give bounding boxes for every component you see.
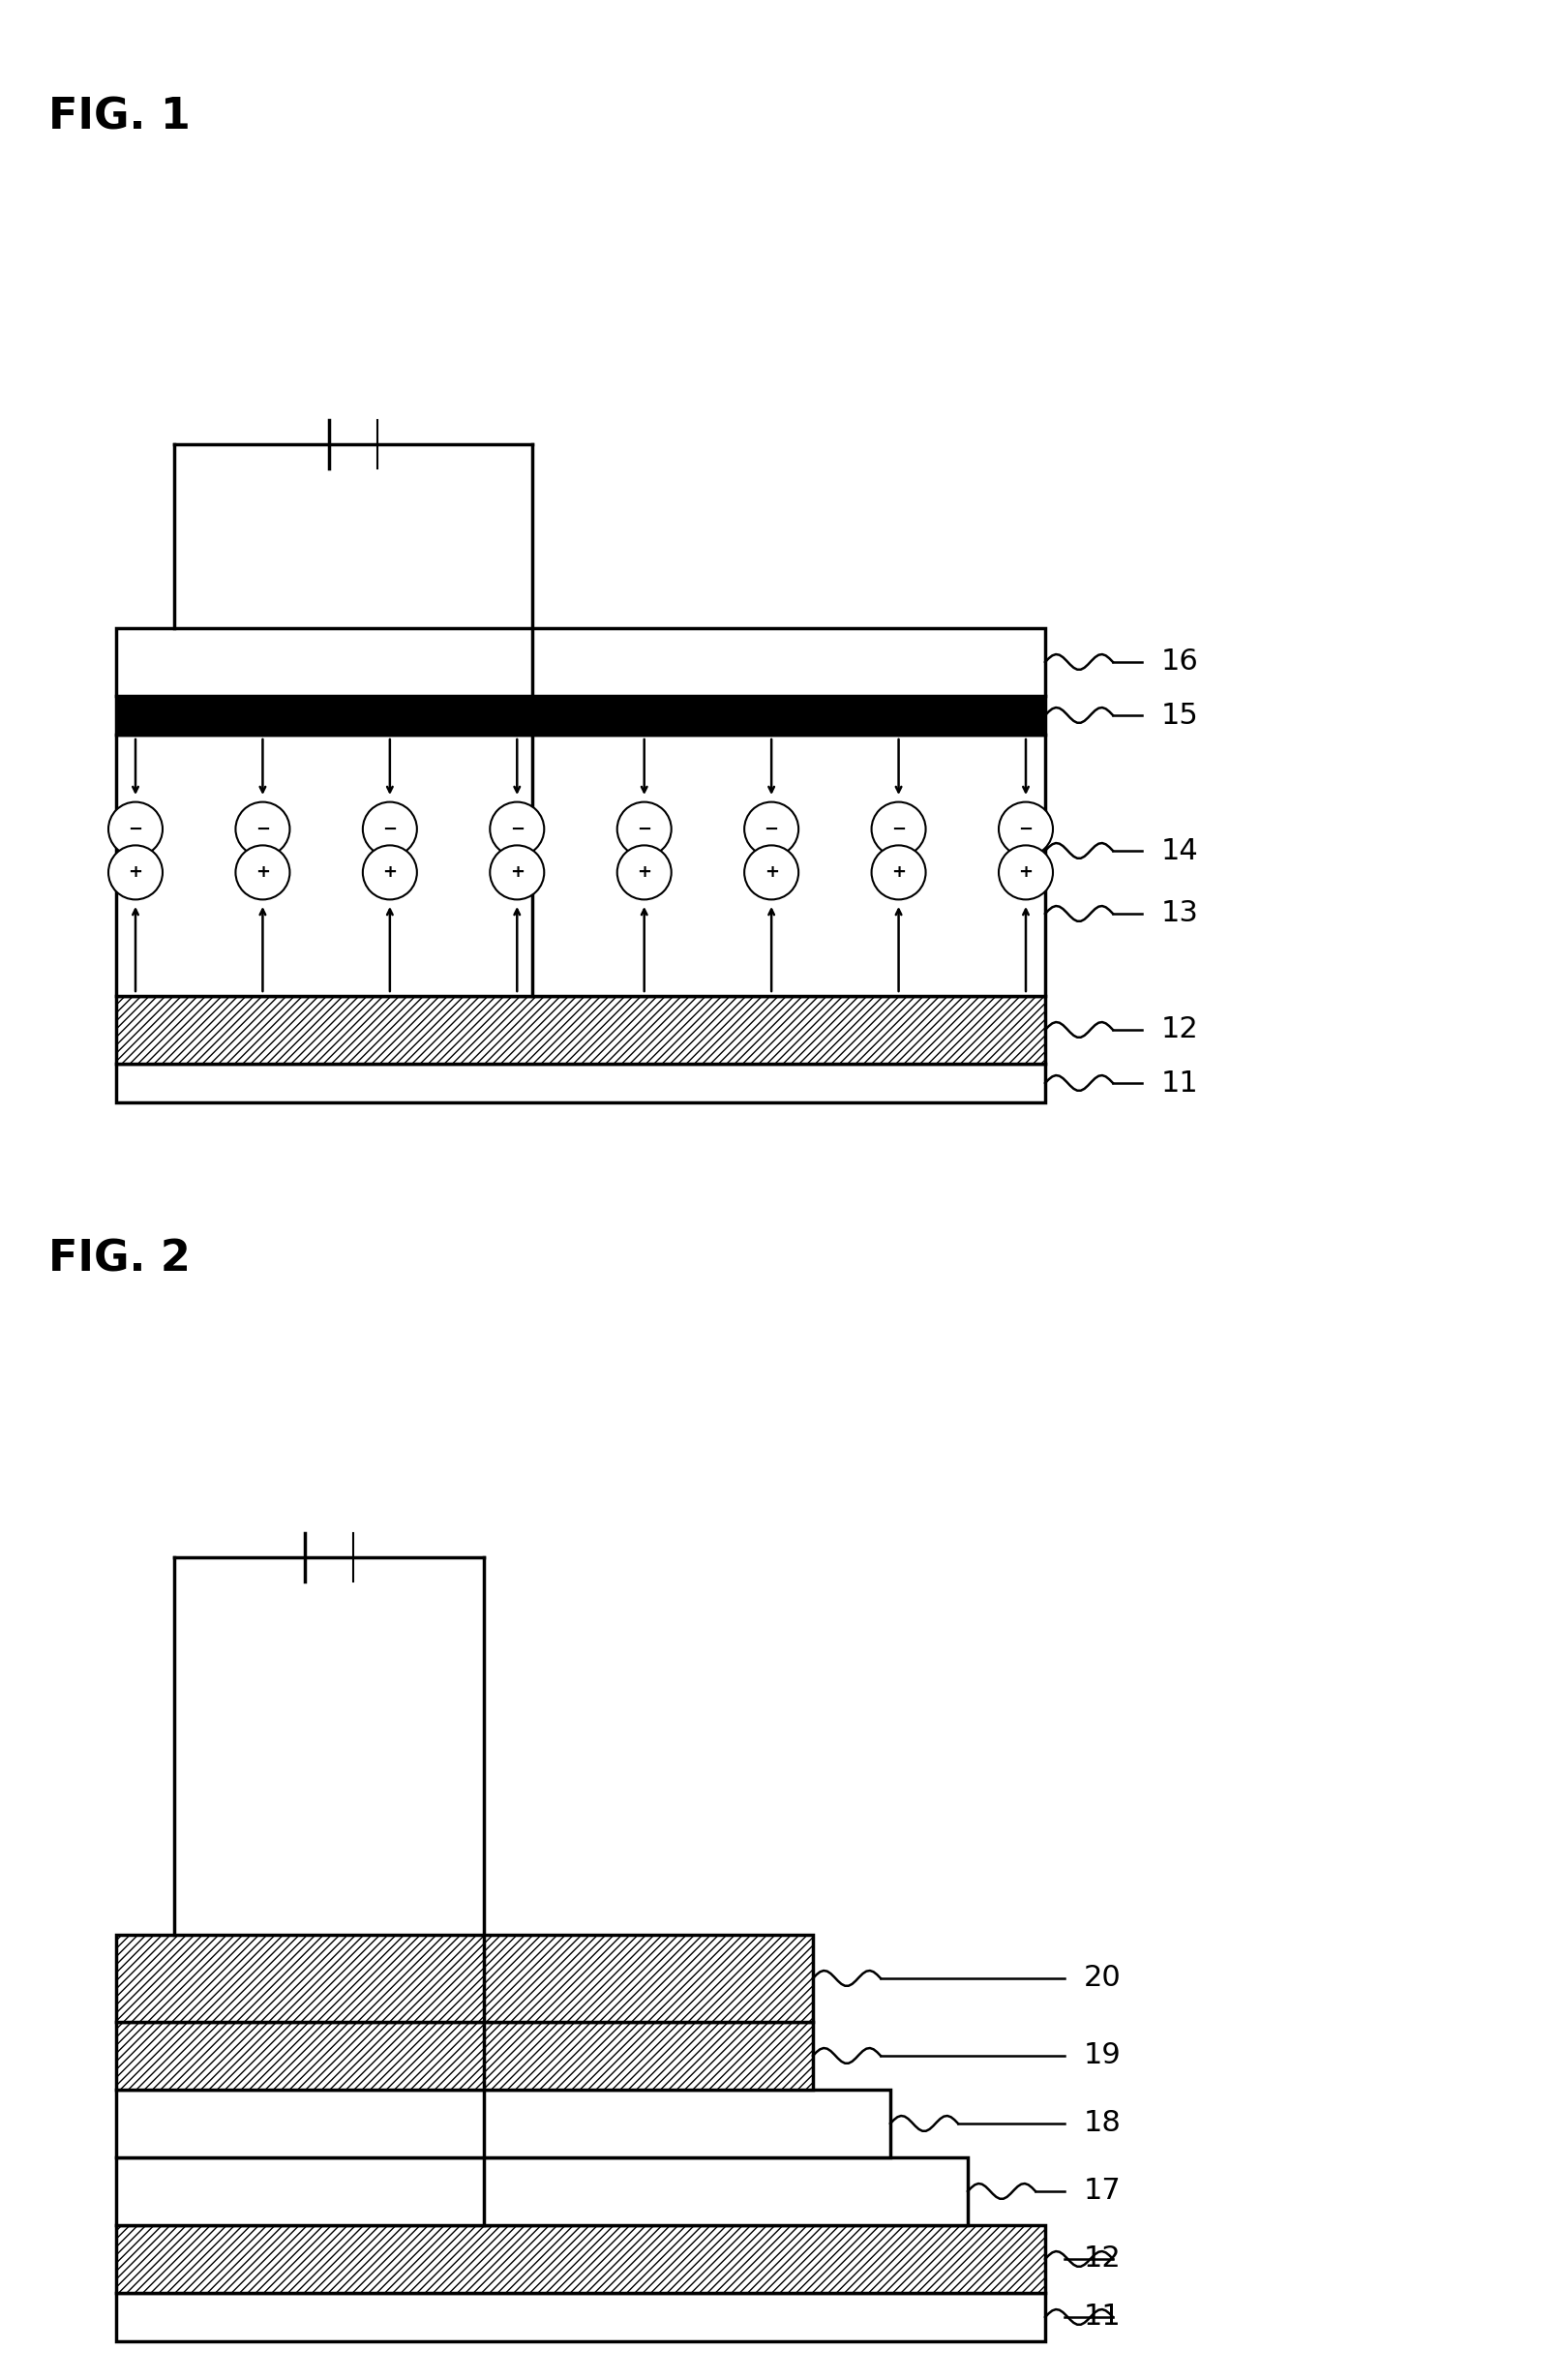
Text: +: + bbox=[891, 864, 906, 881]
Circle shape bbox=[108, 845, 162, 900]
Text: 17: 17 bbox=[1084, 2178, 1122, 2206]
Text: 20: 20 bbox=[1084, 1963, 1122, 1992]
Text: +: + bbox=[764, 864, 778, 881]
Bar bbox=[115, 1064, 1045, 1102]
Circle shape bbox=[998, 845, 1053, 900]
Circle shape bbox=[363, 802, 417, 857]
Bar bbox=[115, 995, 1045, 1064]
Text: −: − bbox=[382, 821, 398, 838]
Text: −: − bbox=[256, 821, 270, 838]
Circle shape bbox=[490, 845, 544, 900]
Text: 14: 14 bbox=[1161, 838, 1198, 864]
Text: 13: 13 bbox=[1161, 900, 1200, 928]
Text: +: + bbox=[510, 864, 524, 881]
Text: −: − bbox=[891, 821, 906, 838]
Text: +: + bbox=[128, 864, 144, 881]
Text: −: − bbox=[128, 821, 144, 838]
Circle shape bbox=[363, 845, 417, 900]
Circle shape bbox=[744, 802, 799, 857]
Text: 16: 16 bbox=[1161, 647, 1198, 676]
Text: +: + bbox=[382, 864, 398, 881]
Text: 15: 15 bbox=[1161, 702, 1198, 728]
Text: −: − bbox=[636, 821, 652, 838]
Text: −: − bbox=[1019, 821, 1033, 838]
Bar bbox=[115, 1935, 813, 2023]
Bar bbox=[115, 2156, 967, 2225]
Circle shape bbox=[872, 845, 925, 900]
Circle shape bbox=[108, 802, 162, 857]
Text: FIG. 1: FIG. 1 bbox=[48, 95, 190, 138]
Text: −: − bbox=[764, 821, 778, 838]
Circle shape bbox=[236, 802, 290, 857]
Text: +: + bbox=[636, 864, 652, 881]
Circle shape bbox=[618, 845, 671, 900]
Bar bbox=[115, 2023, 813, 2090]
Text: 12: 12 bbox=[1084, 2244, 1122, 2273]
Text: +: + bbox=[1019, 864, 1033, 881]
Bar bbox=[115, 628, 1045, 695]
Circle shape bbox=[618, 802, 671, 857]
Bar bbox=[115, 2225, 1045, 2292]
Text: 19: 19 bbox=[1084, 2042, 1122, 2071]
Text: FIG. 2: FIG. 2 bbox=[48, 1238, 190, 1280]
Text: 11: 11 bbox=[1084, 2304, 1122, 2330]
Circle shape bbox=[490, 802, 544, 857]
Text: 12: 12 bbox=[1161, 1016, 1198, 1045]
Text: 11: 11 bbox=[1161, 1069, 1198, 1097]
Text: −: − bbox=[510, 821, 524, 838]
Bar bbox=[115, 735, 1045, 995]
Bar bbox=[115, 2090, 891, 2156]
Text: 18: 18 bbox=[1084, 2109, 1122, 2137]
Circle shape bbox=[744, 845, 799, 900]
Circle shape bbox=[236, 845, 290, 900]
Circle shape bbox=[872, 802, 925, 857]
Bar bbox=[115, 2292, 1045, 2342]
Bar bbox=[115, 695, 1045, 735]
Circle shape bbox=[998, 802, 1053, 857]
Text: +: + bbox=[256, 864, 270, 881]
